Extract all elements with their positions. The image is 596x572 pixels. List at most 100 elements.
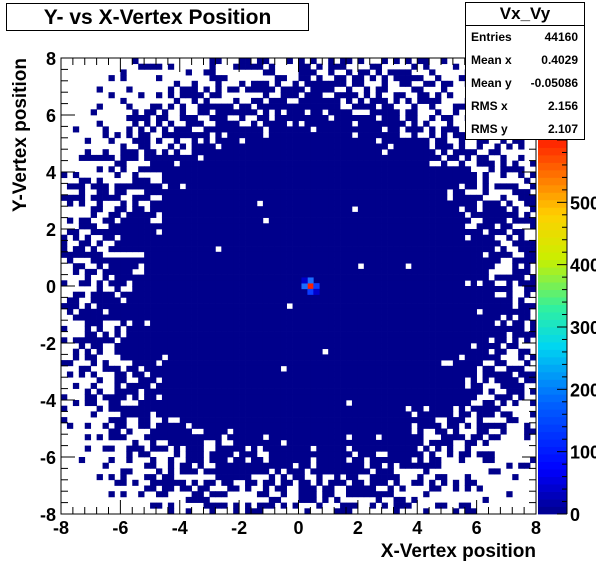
heatmap-cell — [245, 58, 252, 65]
heatmap-cell — [381, 166, 388, 173]
heatmap-cell — [482, 303, 489, 310]
heatmap-cell — [179, 388, 187, 395]
heatmap-cell — [435, 297, 442, 304]
heatmap-cell — [375, 337, 382, 344]
heatmap-cell — [292, 445, 299, 452]
heatmap-cell — [357, 217, 365, 224]
heatmap-cell — [411, 325, 418, 332]
heatmap-cell — [488, 325, 495, 332]
heatmap-cell — [375, 360, 382, 367]
heatmap-cell — [203, 377, 210, 384]
heatmap-cell — [292, 422, 299, 429]
heatmap-cell — [340, 388, 347, 395]
heatmap-cell — [286, 109, 293, 116]
heatmap-cell — [245, 206, 252, 213]
heatmap-cell — [340, 183, 347, 190]
heatmap-cell — [405, 382, 412, 389]
heatmap-cell — [310, 143, 317, 150]
heatmap-cell — [351, 172, 359, 179]
heatmap-cell — [506, 491, 513, 498]
heatmap-cell — [387, 274, 394, 281]
heatmap-cell — [316, 377, 323, 384]
heatmap-cell — [132, 120, 139, 127]
heatmap-cell — [233, 331, 240, 338]
heatmap-cell — [405, 229, 412, 236]
heatmap-cell — [506, 377, 513, 384]
heatmap-cell — [488, 263, 495, 270]
heatmap-cell — [268, 211, 276, 218]
heatmap-cell — [256, 502, 264, 509]
heatmap-cell — [150, 154, 157, 161]
heatmap-cell — [357, 211, 365, 218]
heatmap-cell — [328, 462, 335, 469]
heatmap-cell — [227, 303, 234, 310]
heatmap-cell — [280, 211, 287, 218]
heatmap-cell — [346, 194, 353, 201]
heatmap-cell — [316, 211, 323, 218]
heatmap-cell — [363, 303, 371, 310]
heatmap-cell — [185, 320, 192, 327]
heatmap-cell — [256, 126, 264, 133]
heatmap-cell — [334, 137, 341, 144]
heatmap-cell — [156, 388, 163, 395]
heatmap-cell — [161, 268, 169, 275]
heatmap-cell — [66, 422, 74, 429]
chart-title: Y- vs X-Vertex Position — [6, 3, 309, 31]
heatmap-cell — [61, 337, 68, 344]
heatmap-cell — [346, 485, 353, 492]
heatmap-cell — [292, 411, 299, 418]
heatmap-cell — [399, 417, 406, 424]
heatmap-cell — [524, 257, 531, 264]
heatmap-cell — [458, 268, 466, 275]
heatmap-cell — [423, 382, 430, 389]
heatmap-cell — [173, 479, 181, 486]
heatmap-cell — [310, 154, 317, 161]
heatmap-cell — [108, 280, 115, 287]
heatmap-cell — [310, 183, 317, 190]
heatmap-cell — [298, 479, 305, 486]
heatmap-cell — [452, 280, 460, 287]
heatmap-cell — [351, 491, 359, 498]
heatmap-cell — [452, 189, 460, 196]
heatmap-cell — [84, 177, 92, 184]
heatmap-cell — [179, 263, 187, 270]
heatmap-cell — [138, 354, 145, 361]
heatmap-cell — [233, 394, 240, 401]
heatmap-cell — [375, 229, 382, 236]
heatmap-cell — [417, 126, 424, 133]
heatmap-cell — [351, 354, 359, 361]
heatmap-cell — [417, 439, 424, 446]
heatmap-cell — [458, 451, 466, 458]
heatmap-cell — [351, 217, 359, 224]
heatmap-cell — [399, 223, 406, 230]
heatmap-cell — [476, 286, 483, 293]
heatmap-cell — [482, 308, 489, 315]
heatmap-cell — [298, 417, 305, 424]
heatmap-cell — [268, 132, 276, 139]
heatmap-cell — [304, 451, 311, 458]
heatmap-cell — [251, 451, 258, 458]
heatmap-cell — [405, 360, 412, 367]
heatmap-cell — [310, 411, 317, 418]
heatmap-cell — [488, 365, 495, 372]
heatmap-cell — [405, 240, 412, 247]
heatmap-cell — [126, 103, 133, 110]
heatmap-cell — [381, 417, 388, 424]
heatmap-cell — [197, 308, 204, 315]
heatmap-cell — [102, 149, 109, 156]
colorbar-segment — [538, 214, 567, 223]
heatmap-cell — [161, 360, 169, 367]
heatmap-cell — [446, 286, 454, 293]
heatmap-cell — [298, 103, 305, 110]
heatmap-cell — [203, 360, 210, 367]
heatmap-cell — [369, 297, 377, 304]
heatmap-cell — [346, 502, 353, 509]
heatmap-cell — [351, 462, 359, 469]
heatmap-cell — [185, 331, 192, 338]
heatmap-cell — [340, 445, 347, 452]
heatmap-cell — [316, 189, 323, 196]
heatmap-cell — [173, 183, 181, 190]
heatmap-cell — [518, 365, 525, 372]
heatmap-cell — [156, 120, 163, 127]
heatmap-cell — [369, 200, 377, 207]
